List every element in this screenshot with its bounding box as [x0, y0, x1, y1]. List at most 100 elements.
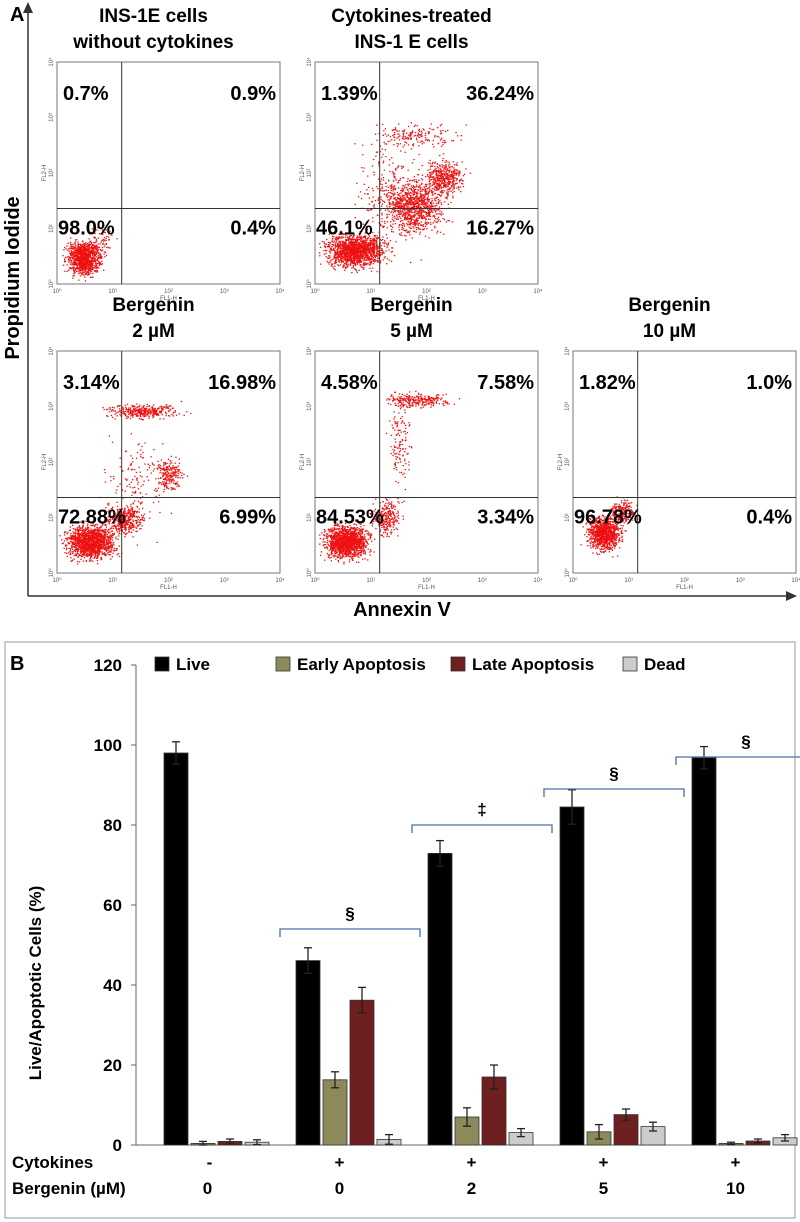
flow-x-tick-label: 10⁰ [310, 288, 320, 295]
error-bar [595, 1123, 603, 1140]
legend-item-late-apoptosis: Late Apoptosis [450, 655, 594, 674]
flow-x-axis-label: FL1-H [160, 585, 177, 591]
flow-x-tick-label: 10⁴ [275, 288, 285, 295]
error-bar [727, 1141, 735, 1146]
flow-x-tick-label: 10³ [478, 578, 487, 584]
flow-y-tick-label: 10¹ [307, 224, 313, 233]
flow-y-tick-label: 10⁰ [48, 279, 55, 289]
flow-x-axis-label: FL1-H [160, 296, 177, 302]
row-label-bergenin: Bergenin (µM) [12, 1179, 126, 1198]
flow-plot-title-line2: 2 µM [132, 321, 175, 342]
flow-y-axis-label: FL2-H [300, 165, 306, 182]
flow-x-tick-label: 10³ [478, 289, 487, 295]
row-value: + [467, 1153, 477, 1172]
flow-y-tick-label: 10³ [49, 402, 55, 411]
significance-symbol: § [345, 904, 354, 923]
legend-swatch [622, 656, 638, 672]
flow-y-tick-label: 10³ [49, 113, 55, 122]
quadrant-lower-right-pct: 6.99% [219, 507, 276, 529]
quadrant-lower-left-pct: 72.88% [58, 507, 126, 529]
quadrant-upper-left-pct: 4.58% [321, 372, 378, 394]
legend-label: Live [176, 655, 210, 674]
error-bar [517, 1127, 525, 1138]
flow-y-tick-label: 10³ [307, 402, 313, 411]
row-value: + [335, 1153, 345, 1172]
error-bar [172, 741, 180, 765]
row-value: 5 [599, 1179, 608, 1198]
flow-x-tick-label: 10² [422, 289, 431, 295]
flow-y-tick-label: 10⁰ [306, 279, 313, 289]
legend-item-live: Live [154, 655, 210, 674]
flow-y-tick-label: 10⁴ [48, 57, 55, 67]
flow-y-tick-label: 10² [49, 458, 55, 467]
error-bar [649, 1121, 657, 1132]
quadrant-upper-right-pct: 0.9% [230, 83, 276, 105]
significance-symbol: § [741, 732, 750, 751]
error-bar [304, 947, 312, 975]
quadrant-lower-left-pct: 96.78% [574, 507, 642, 529]
flow-y-tick-label: 10² [49, 169, 55, 178]
chart-y-tick-label: 60 [103, 896, 122, 915]
flow-y-tick-label: 10¹ [49, 224, 55, 233]
error-bar [199, 1140, 207, 1146]
quadrant-lower-right-pct: 3.34% [477, 507, 534, 529]
legend-swatch [275, 656, 291, 672]
bar-late-apoptosis-2 [349, 999, 375, 1146]
error-bar [226, 1138, 234, 1145]
legend-item-dead: Dead [622, 655, 686, 674]
error-bar [385, 1133, 393, 1145]
flow-y-tick-label: 10⁰ [306, 568, 313, 578]
flow-x-tick-label: 10⁰ [310, 577, 320, 584]
quadrant-upper-left-pct: 1.82% [579, 372, 636, 394]
panel-a-y-axis-arrow [23, 2, 33, 13]
flow-x-tick-label: 10⁴ [275, 577, 285, 584]
flow-plot-title-line1: Bergenin [628, 295, 710, 316]
flow-y-tick-label: 10² [307, 169, 313, 178]
flow-y-tick-label: 10³ [307, 113, 313, 122]
flow-y-tick-label: 10⁴ [306, 346, 313, 356]
flow-y-axis-label: FL2-H [42, 454, 48, 471]
quadrant-upper-right-pct: 16.98% [208, 372, 276, 394]
chart-y-axis-label: Live/Apoptotic Cells (%) [26, 886, 45, 1081]
chart-row-labels: Cytokines - + + + + Bergenin (µM) 0 0 2 5 10 [12, 1153, 745, 1198]
flow-x-tick-label: 10¹ [108, 289, 117, 295]
flow-x-tick-label: 10² [164, 578, 173, 584]
significance-bracket-4: § [675, 732, 800, 765]
row-value: - [207, 1153, 213, 1172]
flow-scatter-points [59, 400, 192, 565]
chart-y-tick-label: 100 [94, 736, 122, 755]
flow-x-tick-label: 10⁴ [791, 577, 800, 584]
significance-bracket-3: § [543, 764, 685, 797]
quadrant-upper-right-pct: 7.58% [477, 372, 534, 394]
flow-plot-title-line2: 5 µM [390, 321, 433, 342]
significance-symbol: § [609, 764, 618, 783]
flow-x-axis-label: FL1-H [676, 585, 693, 591]
flow-y-tick-label: 10⁴ [48, 346, 55, 356]
flow-plot-title-line1: Bergenin [112, 295, 194, 316]
panel-a-flow-cytometry: A Propidium Iodide Annexin V INS-1E cell… [2, 2, 800, 620]
chart-y-tick-label: 20 [103, 1056, 122, 1075]
error-bar [358, 986, 366, 1014]
significance-bracket-1: § [279, 904, 421, 937]
quadrant-lower-left-pct: 46.1% [316, 218, 373, 240]
error-bar [253, 1139, 261, 1146]
row-value: 10 [726, 1179, 745, 1198]
panel-a-x-axis-arrow [786, 591, 797, 601]
flow-x-tick-label: 10⁴ [533, 288, 543, 295]
flow-plot-title-line2: INS-1 E cells [354, 32, 468, 53]
flow-x-tick-label: 10⁰ [52, 577, 62, 584]
row-value: + [731, 1153, 741, 1172]
row-value: + [599, 1153, 609, 1172]
chart-y-tick-label: 0 [113, 1136, 122, 1155]
flow-y-tick-label: 10¹ [307, 513, 313, 522]
legend-swatch [450, 656, 466, 672]
bar-live-2 [295, 960, 321, 1146]
bar-live-3 [427, 852, 453, 1146]
error-bar [436, 839, 444, 867]
chart-y-tick-label: 80 [103, 816, 122, 835]
flow-y-tick-label: 10³ [565, 402, 571, 411]
bar-live-5 [691, 757, 717, 1146]
